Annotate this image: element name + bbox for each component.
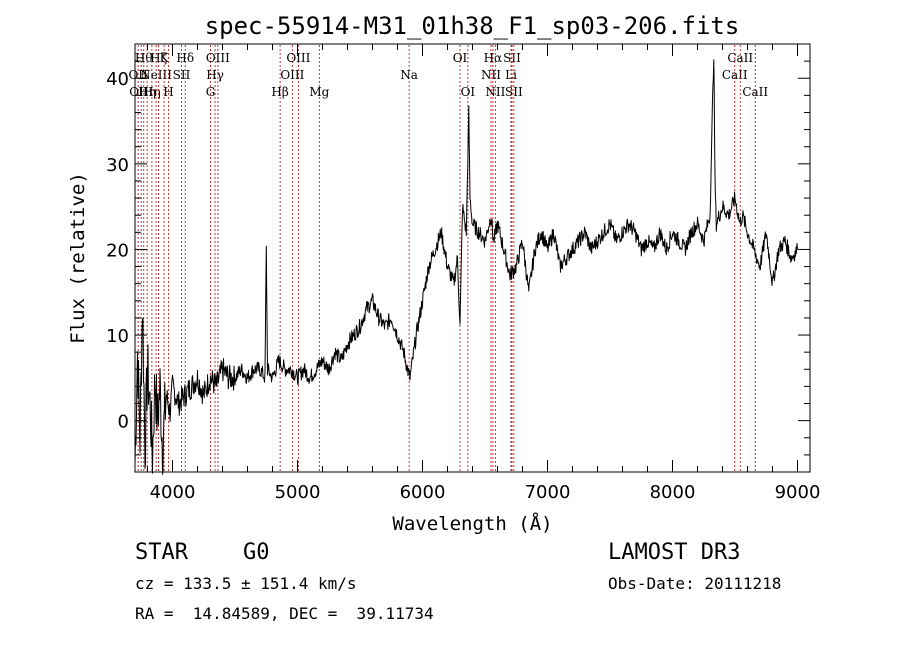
- spectral-line-label: Hβ: [271, 85, 288, 99]
- survey-name: LAMOST DR3: [608, 540, 741, 565]
- spectral-lines-layer: OIIOIIIHθHηHηNeIIIHζKHSIIHδGHγOIIIHβOIII…: [128, 45, 768, 472]
- spectral-line-label: Hα: [484, 51, 503, 65]
- spectral-line-label: Na: [400, 68, 418, 82]
- x-tick-label: 8000: [650, 482, 696, 503]
- spectral-line-label: Hζ: [150, 51, 167, 65]
- y-tick-label: 30: [106, 155, 129, 176]
- obs-date-line: Obs-Date: 20111218: [608, 574, 782, 593]
- x-tick-label: 5000: [275, 482, 321, 503]
- spectral-line-label: SII: [505, 85, 523, 99]
- y-tick-label: 10: [106, 326, 129, 347]
- spectral-line-label: NeIII: [140, 68, 172, 82]
- x-tick-label: 7000: [525, 482, 571, 503]
- spectral-line-label: OIII: [280, 68, 304, 82]
- spectral-line-label: Hδ: [176, 51, 194, 65]
- y-tick-label: 0: [118, 412, 129, 433]
- y-tick-label: 20: [106, 240, 129, 261]
- object-type: STAR: [135, 540, 188, 565]
- redshift-line: cz = 133.5 ± 151.4 km/s: [135, 574, 357, 593]
- chart-title: spec-55914-M31_01h38_F1_sp03-206.fits: [205, 12, 740, 40]
- spectral-line-label: OIII: [206, 51, 230, 65]
- spectral-line-label: G: [206, 85, 216, 99]
- y-axis-label: Flux (relative): [67, 172, 89, 344]
- spectral-line-label: OI: [453, 51, 468, 65]
- spectral-line-label: H: [163, 85, 173, 99]
- coordinates-line: RA = 14.84589, DEC = 39.11734: [135, 604, 434, 623]
- spectral-line-label: NII: [481, 68, 501, 82]
- x-tick-label: 6000: [400, 482, 446, 503]
- spectral-line-label: Hγ: [206, 68, 224, 82]
- spectral-line-label: CaII: [742, 85, 768, 99]
- spectral-line-label: CaII: [722, 68, 748, 82]
- spectral-line-label: OIII: [286, 51, 310, 65]
- plot-frame: [134, 43, 811, 473]
- spectral-line-label: CaII: [727, 51, 753, 65]
- spectral-line-label: SII: [503, 51, 521, 65]
- axis-ticks-layer: 4000 5000 6000 7000 8000 9000 0 10 20 30 40: [106, 43, 821, 503]
- spectral-line-label: K: [160, 51, 170, 65]
- spectral-line-label: Hη: [138, 85, 156, 99]
- spectral-line-label: Hη: [143, 85, 161, 99]
- x-tick-label: 4000: [150, 482, 196, 503]
- spectral-line-label: OI: [461, 85, 476, 99]
- spectral-line-label: SII: [173, 68, 191, 82]
- spectrum-layer: [134, 59, 798, 475]
- y-tick-label: 40: [106, 69, 129, 90]
- spectral-line-label: Li: [505, 68, 517, 82]
- spectrum-line: [134, 59, 798, 475]
- spectral-line-label: Mg: [309, 85, 329, 99]
- spectrum-chart: spec-55914-M31_01h38_F1_sp03-206.fits OI…: [67, 12, 821, 535]
- object-subclass: G0: [243, 540, 270, 565]
- spectral-line-label: NII: [485, 85, 505, 99]
- x-tick-label: 9000: [775, 482, 821, 503]
- x-axis-label: Wavelength (Å): [392, 512, 552, 535]
